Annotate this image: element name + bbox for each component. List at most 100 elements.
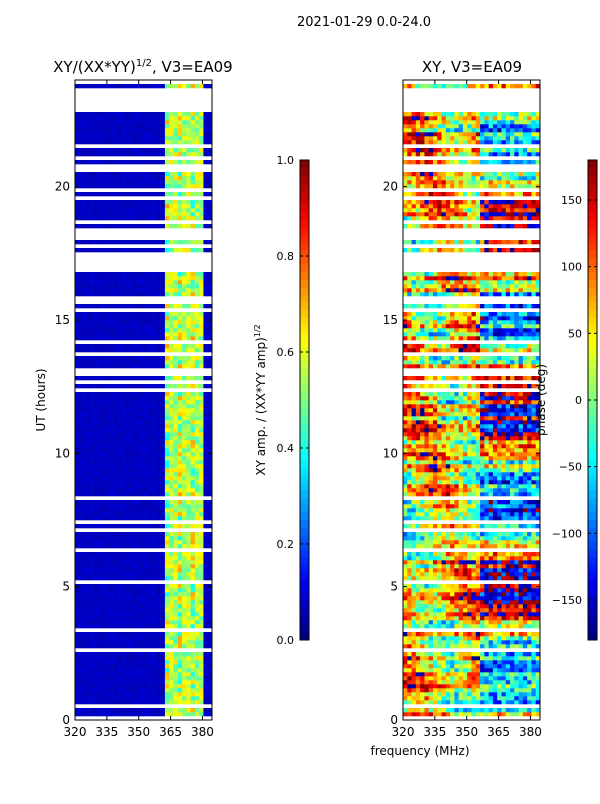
amp-cell (83, 84, 89, 89)
amp-cell (130, 336, 136, 341)
amp-cell (122, 204, 127, 209)
amp-cell (182, 612, 187, 617)
amp-cell (143, 484, 149, 489)
phase-cell (467, 684, 472, 689)
amp-cell (182, 572, 187, 577)
amp-cell (194, 536, 200, 541)
phase-cell (510, 636, 515, 641)
amp-cell (75, 552, 80, 557)
amp-cell (207, 692, 213, 697)
amp-cell (182, 292, 187, 297)
amp-cell (199, 240, 204, 245)
amp-cell (207, 444, 213, 449)
amp-cell (87, 404, 93, 409)
phase-cell (441, 556, 447, 561)
amp-cell (164, 708, 170, 713)
amp-cell (207, 592, 213, 597)
amp-cell (109, 576, 114, 581)
phase-cell (475, 596, 481, 601)
phase-cell (415, 608, 421, 613)
phase-cell (441, 680, 447, 685)
amp-cell (160, 384, 166, 389)
amp-cell (92, 532, 97, 537)
amp-cell (75, 128, 80, 133)
amp-cell (207, 356, 213, 361)
amp-cell (182, 596, 187, 601)
phase-cell (407, 632, 412, 637)
amp-cell (83, 124, 89, 129)
amp-cell (199, 176, 204, 181)
amp-cell (79, 456, 84, 461)
phase-cell (475, 696, 481, 701)
amp-cell (160, 696, 166, 701)
amp-cell (164, 652, 170, 657)
amp-cell (152, 600, 157, 605)
amp-cell (173, 676, 179, 681)
amp-cell (143, 688, 149, 693)
amp-cell (147, 608, 153, 613)
amp-cell (79, 680, 84, 685)
phase-cell (420, 584, 425, 589)
amp-cell (186, 160, 191, 165)
phase-cell (501, 660, 507, 665)
phase-cell (432, 632, 438, 637)
amp-cell (104, 532, 110, 537)
phase-cell (471, 672, 477, 677)
amp-cell (169, 276, 174, 281)
amp-cell (199, 644, 204, 649)
phase-cell (403, 676, 408, 681)
amp-cell (186, 480, 191, 485)
amp-cell (156, 680, 161, 685)
amp-cell (79, 180, 84, 185)
amp-cell (83, 568, 89, 573)
amp-cell (130, 660, 136, 665)
amp-cell (139, 292, 144, 297)
amp-cell (109, 680, 114, 685)
amp-cell (203, 284, 209, 289)
amp-cell (130, 400, 136, 405)
amp-cell (186, 204, 191, 209)
amp-cell (203, 516, 209, 521)
phase-cell (467, 668, 472, 673)
amp-cell (169, 280, 174, 285)
amp-cell (207, 120, 213, 125)
phase-cell (518, 676, 524, 681)
amp-cell (109, 620, 114, 625)
amp-cell (79, 684, 84, 689)
phase-cell (480, 660, 485, 665)
amp-cell (207, 272, 213, 277)
amp-cell (96, 324, 101, 329)
amp-cell (186, 404, 191, 409)
amp-cell (126, 148, 131, 153)
amp-cell (169, 680, 174, 685)
amp-cell (160, 440, 166, 445)
amp-cell (100, 684, 106, 689)
amp-cell (100, 680, 106, 685)
phase-cell (450, 636, 455, 641)
amp-cell (126, 636, 131, 641)
amp-cell (100, 416, 106, 421)
amp-cell (117, 476, 123, 481)
phase-cell (484, 604, 489, 609)
amp-cell (75, 440, 80, 445)
phase-cell (518, 588, 524, 593)
amp-cell (92, 452, 97, 457)
amp-cell (130, 160, 136, 165)
amp-cell (190, 524, 196, 529)
phase-cell (480, 616, 485, 621)
amp-cell (147, 160, 153, 165)
amp-cell (113, 460, 119, 465)
phase-cell (471, 688, 477, 693)
amp-cell (117, 456, 123, 461)
amp-cell (83, 212, 89, 217)
phase-cell (535, 556, 541, 561)
amp-cell (152, 284, 157, 289)
amp-cell (79, 440, 84, 445)
amp-cell (134, 616, 140, 621)
phase-cell (458, 584, 464, 589)
amp-cell (186, 576, 191, 581)
phase-cell (432, 636, 438, 641)
amp-cell (79, 248, 84, 253)
amp-cell (75, 212, 80, 217)
amp-cell (87, 272, 93, 277)
